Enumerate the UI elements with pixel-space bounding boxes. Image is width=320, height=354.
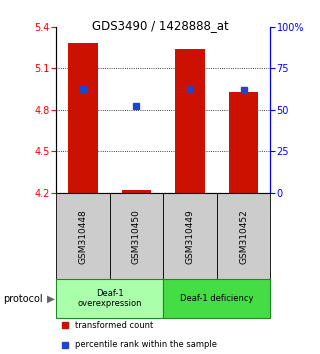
Text: GSM310449: GSM310449 <box>186 209 195 263</box>
Text: ▶: ▶ <box>47 293 55 303</box>
FancyBboxPatch shape <box>163 193 217 279</box>
Text: Deaf-1
overexpression: Deaf-1 overexpression <box>77 289 142 308</box>
Text: percentile rank within the sample: percentile rank within the sample <box>75 340 217 349</box>
Bar <box>175 49 205 193</box>
FancyBboxPatch shape <box>56 193 109 279</box>
Text: GSM310450: GSM310450 <box>132 209 141 264</box>
Text: GSM310448: GSM310448 <box>78 209 87 263</box>
Text: GSM310452: GSM310452 <box>239 209 248 263</box>
Text: transformed count: transformed count <box>75 321 154 330</box>
Bar <box>229 92 258 193</box>
Bar <box>122 190 151 193</box>
FancyBboxPatch shape <box>217 193 270 279</box>
Text: protocol: protocol <box>3 293 43 303</box>
FancyBboxPatch shape <box>110 193 163 279</box>
Bar <box>68 43 98 193</box>
FancyBboxPatch shape <box>56 279 163 318</box>
FancyBboxPatch shape <box>163 279 270 318</box>
Text: Deaf-1 deficiency: Deaf-1 deficiency <box>180 294 253 303</box>
Text: GDS3490 / 1428888_at: GDS3490 / 1428888_at <box>92 19 228 33</box>
